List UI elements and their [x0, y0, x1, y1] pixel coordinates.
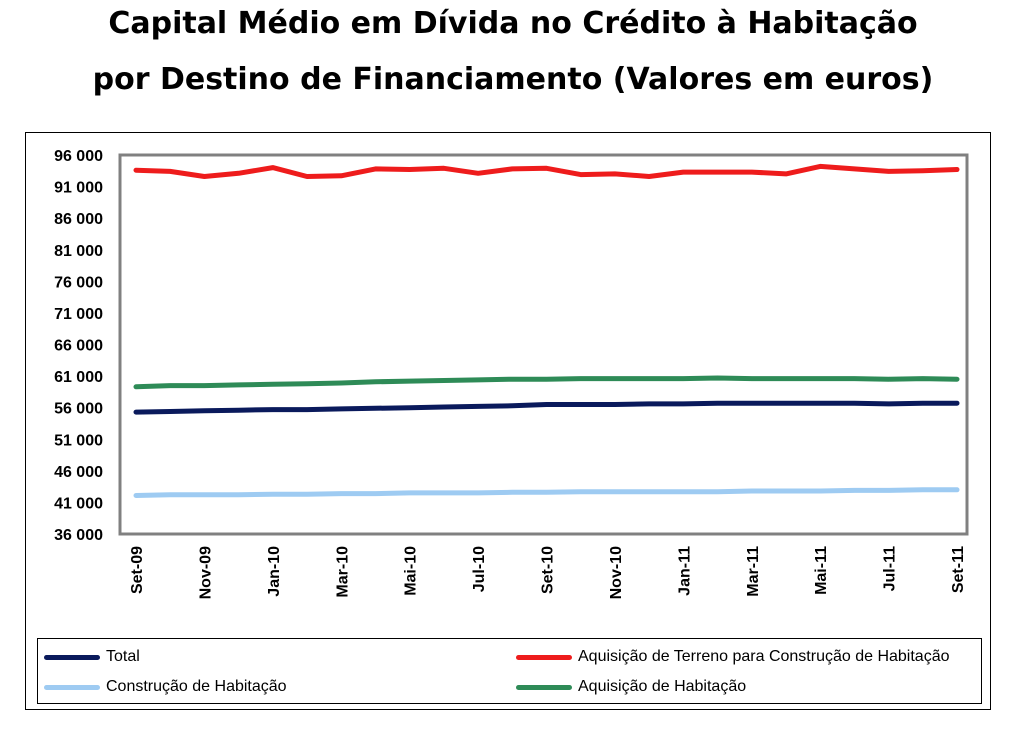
x-tick-label: Mar-10 [334, 546, 351, 598]
y-tick-label: 76 000 [54, 274, 103, 291]
series-line-total [133, 400, 960, 415]
y-tick-label: 96 000 [54, 148, 103, 165]
legend: Total Aquisição de Terreno para Construç… [37, 638, 982, 704]
legend-label-total: Total [106, 648, 140, 665]
legend-item-total: Total [44, 647, 140, 667]
x-tick-label: Set-11 [950, 546, 967, 593]
y-tick-label: 81 000 [54, 243, 103, 260]
series-line-aquisicao [133, 375, 960, 390]
y-tick-label: 86 000 [54, 211, 103, 228]
y-tick-label: 51 000 [54, 432, 103, 449]
chart-title: Capital Médio em Dívida no Crédito à Hab… [108, 6, 918, 41]
y-axis-ticks: 36 000 41 000 46 000 51 000 56 000 61 000 66 0… [54, 148, 103, 544]
y-tick-label: 46 000 [54, 464, 103, 481]
legend-label-terreno: Aquisição de Terreno para Construção de … [578, 648, 950, 665]
x-tick-label: Nov-09 [197, 546, 214, 599]
legend-swatch-terreno [516, 654, 572, 660]
y-tick-label: 66 000 [54, 338, 103, 355]
y-tick-label: 36 000 [54, 527, 103, 544]
plot-area [118, 153, 969, 536]
x-axis-ticks: Set-09 Nov-09 Jan-10 Mar-10 Mai-10 Jul-10 Set-… [129, 546, 967, 599]
y-tick-label: 41 000 [54, 495, 103, 512]
series-line-construcao [133, 487, 960, 498]
chart-subtitle: por Destino de Financiamento (Valores em… [92, 62, 934, 97]
x-tick-label: Jan-10 [266, 546, 283, 597]
series-line-terreno [133, 163, 960, 179]
legend-label-aquisicao: Aquisição de Habitação [578, 678, 747, 695]
x-tick-label: Nov-10 [608, 546, 625, 599]
y-tick-label: 91 000 [54, 180, 103, 197]
x-tick-label: Mai-10 [403, 546, 420, 596]
y-tick-label: 56 000 [54, 401, 103, 418]
series-lines [133, 163, 960, 498]
legend-label-construcao: Construção de Habitação [106, 678, 287, 695]
y-tick-label: 61 000 [54, 369, 103, 386]
x-tick-label: Set-09 [129, 546, 146, 594]
x-tick-label: Mar-11 [745, 546, 762, 597]
legend-item-construcao: Construção de Habitação [44, 677, 287, 697]
legend-swatch-aquisicao [516, 684, 572, 690]
x-tick-label: Jan-11 [676, 546, 693, 596]
legend-item-terreno: Aquisição de Terreno para Construção de … [516, 647, 950, 667]
legend-swatch-total [44, 654, 100, 660]
y-tick-label: 71 000 [54, 306, 103, 323]
legend-swatch-construcao [44, 684, 100, 690]
x-tick-label: Set-10 [540, 546, 557, 594]
legend-item-aquisicao: Aquisição de Habitação [516, 677, 746, 697]
x-tick-label: Jul-11 [882, 546, 899, 591]
x-tick-label: Mai-11 [813, 546, 830, 595]
x-tick-label: Jul-10 [471, 546, 488, 592]
